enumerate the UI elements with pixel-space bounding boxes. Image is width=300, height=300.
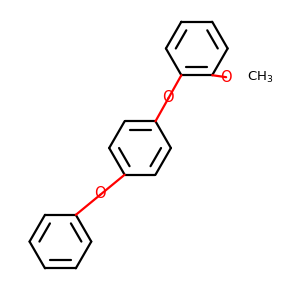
Text: CH$_3$: CH$_3$ [247,70,274,85]
Text: O: O [220,70,232,85]
Text: O: O [163,90,174,105]
Text: O: O [94,186,106,201]
